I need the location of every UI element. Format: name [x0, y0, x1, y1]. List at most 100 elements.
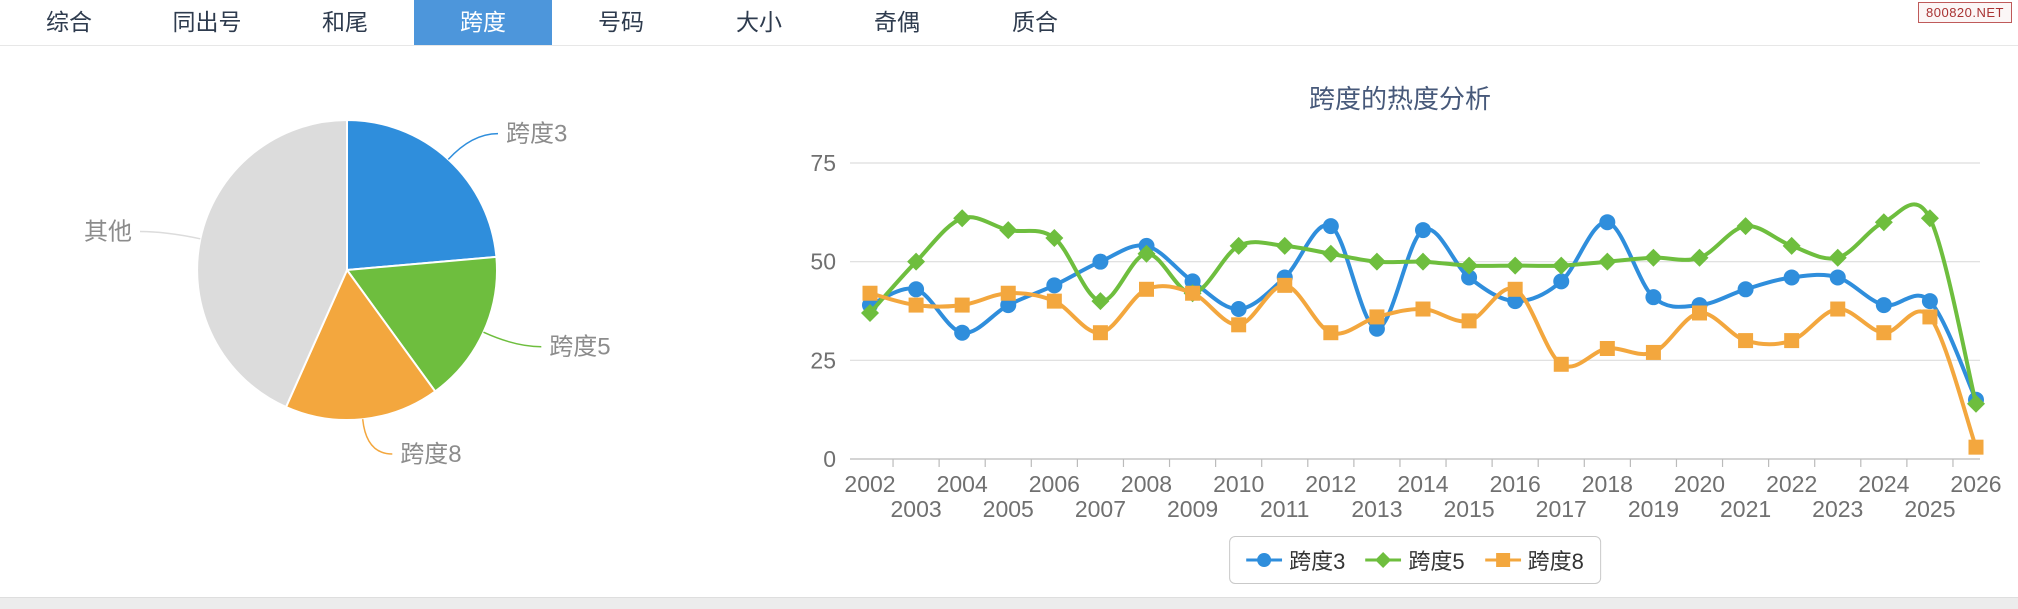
tab-item-4[interactable]: 号码 [598, 9, 644, 35]
legend-marker-circle-icon [1246, 553, 1283, 567]
x-label-2007: 2007 [1075, 496, 1126, 522]
series-markers-0 [862, 214, 1984, 408]
marker-square [1369, 309, 1385, 325]
marker-square [1645, 344, 1661, 360]
x-label-2012: 2012 [1305, 471, 1356, 497]
marker-square [1000, 285, 1016, 301]
x-label-2016: 2016 [1490, 471, 1541, 497]
legend-label-1: 跨度5 [1408, 549, 1465, 574]
pie-slice-2 [284, 268, 437, 421]
marker-diamond [861, 303, 879, 322]
marker-square [1046, 293, 1062, 309]
marker-diamond [907, 252, 926, 271]
line-chart: 跨度的热度分析 02550752002200320042005200620072… [810, 84, 2001, 522]
marker-square [1461, 313, 1477, 329]
x-label-2022: 2022 [1766, 471, 1817, 497]
marker-circle [1368, 320, 1385, 337]
x-label-2005: 2005 [983, 496, 1034, 522]
site-badge[interactable]: 800820.NET [1918, 2, 2012, 23]
marker-square [862, 285, 878, 301]
x-label-2011: 2011 [1260, 496, 1309, 522]
x-label-2004: 2004 [937, 471, 988, 497]
marker-diamond [1874, 213, 1893, 232]
x-label-2020: 2020 [1674, 471, 1725, 497]
x-label-2014: 2014 [1397, 471, 1448, 497]
tab-item-2[interactable]: 和尾 [322, 9, 368, 35]
marker-square [1277, 277, 1293, 293]
marker-circle [1000, 297, 1017, 314]
marker-square [908, 297, 924, 313]
pie-leader-2 [361, 419, 393, 455]
chart-legend: 跨度3 跨度5 跨度8 [1229, 536, 1601, 584]
marker-circle [1184, 273, 1201, 290]
x-axis-labels: 2002200320042005200620072008200920102011… [844, 471, 2001, 522]
tab-item-1[interactable]: 同出号 [172, 9, 242, 35]
marker-square [1922, 309, 1938, 325]
marker-diamond [1045, 228, 1064, 247]
tab-item-3[interactable]: 跨度 [414, 0, 552, 45]
marker-circle [1829, 269, 1846, 286]
marker-diamond [1690, 248, 1709, 267]
legend-label-2: 跨度8 [1527, 549, 1584, 574]
tab-item-0[interactable]: 综合 [46, 9, 92, 35]
marker-diamond [999, 221, 1018, 240]
y-label-75: 75 [810, 150, 836, 176]
marker-diamond [1920, 209, 1939, 228]
x-label-2026: 2026 [1950, 471, 2001, 497]
x-label-2002: 2002 [844, 471, 895, 497]
marker-circle [1092, 253, 1109, 270]
marker-circle [1046, 277, 1063, 294]
legend-marker-square-icon [1484, 553, 1521, 567]
x-label-2008: 2008 [1121, 471, 1172, 497]
marker-square [954, 297, 970, 313]
legend-label-0: 跨度3 [1289, 549, 1346, 574]
marker-square [1599, 340, 1615, 356]
legend-marker-diamond-icon [1365, 552, 1402, 568]
marker-circle [954, 324, 971, 341]
x-label-2009: 2009 [1167, 496, 1218, 522]
tab-item-7[interactable]: 质合 [1012, 9, 1058, 35]
legend-item-1[interactable]: 跨度5 [1365, 544, 1465, 576]
marker-circle [1553, 273, 1570, 290]
marker-square [1415, 301, 1431, 317]
marker-square [1139, 281, 1154, 297]
x-axis-ticks [892, 459, 1954, 467]
marker-square [1784, 333, 1800, 349]
x-label-2024: 2024 [1858, 471, 1909, 497]
marker-diamond [1137, 244, 1156, 263]
pie-label-2: 跨度8 [400, 441, 461, 468]
marker-circle [1461, 269, 1478, 286]
marker-circle [1875, 297, 1892, 314]
marker-diamond [1275, 236, 1294, 255]
legend-item-2[interactable]: 跨度8 [1484, 544, 1584, 576]
y-label-50: 50 [810, 249, 836, 275]
marker-circle [1322, 218, 1339, 235]
marker-diamond [1367, 252, 1386, 271]
marker-diamond [1506, 256, 1525, 275]
x-label-2003: 2003 [890, 496, 941, 522]
pie-leader-0 [447, 132, 499, 160]
marker-circle [1737, 281, 1754, 298]
tab-item-5[interactable]: 大小 [736, 9, 782, 35]
marker-diamond [1321, 244, 1340, 263]
pie-slice-0 [346, 118, 498, 272]
x-label-2023: 2023 [1812, 496, 1863, 522]
marker-circle [1415, 222, 1431, 239]
marker-diamond [1598, 252, 1617, 271]
marker-circle [1507, 293, 1524, 310]
marker-diamond [1460, 256, 1479, 275]
x-label-2018: 2018 [1582, 471, 1633, 497]
marker-diamond [1552, 256, 1571, 275]
pie-chart: 跨度3 跨度5 跨度8 其他 [84, 118, 611, 468]
marker-diamond [953, 209, 972, 228]
marker-diamond [1828, 248, 1847, 267]
pie-label-0: 跨度3 [506, 121, 567, 148]
x-label-2019: 2019 [1628, 496, 1679, 522]
marker-square [1553, 356, 1569, 372]
marker-square [1692, 305, 1707, 321]
marker-diamond [1644, 248, 1663, 267]
marker-circle [1783, 269, 1800, 286]
legend-item-0[interactable]: 跨度3 [1246, 544, 1345, 576]
y-label-25: 25 [810, 347, 836, 373]
tab-item-6[interactable]: 奇偶 [874, 9, 920, 35]
